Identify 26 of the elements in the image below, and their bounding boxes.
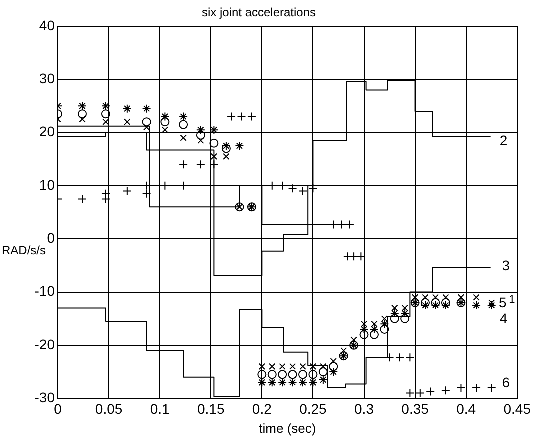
annotation: 3 xyxy=(502,257,510,274)
y-tick-label: -30 xyxy=(34,389,56,406)
x-axis-title: time (sec) xyxy=(259,420,316,436)
y-axis-title: RAD/s/s xyxy=(2,243,46,258)
y-tick-label: 0 xyxy=(47,230,56,246)
x-tick-label: 0.45 xyxy=(504,400,532,417)
x-tick-label: 0.1 xyxy=(150,400,170,417)
annotation: 1 xyxy=(509,294,516,306)
y-tick-label: 30 xyxy=(39,70,56,86)
x-tick-label: 0.2 xyxy=(252,400,272,417)
y-tick-label: 20 xyxy=(39,124,56,140)
x-tick-label: 0.25 xyxy=(300,400,328,417)
annotation: 2 xyxy=(500,132,508,149)
chart-title: six joint accelerations xyxy=(202,6,316,20)
y-tick-label: -20 xyxy=(34,336,56,352)
annotation: 4 xyxy=(500,310,508,327)
x-tick-label: 0.3 xyxy=(354,400,374,417)
x-tick-label: 0.15 xyxy=(198,400,225,417)
x-tick-label: 0.4 xyxy=(456,400,476,417)
annotation: 6 xyxy=(502,374,510,391)
y-tick-label: 10 xyxy=(39,176,56,193)
x-tick-label: 0.05 xyxy=(95,400,123,417)
annotation: 5 xyxy=(499,294,507,311)
x-tick-label: 0.35 xyxy=(402,400,430,417)
y-tick-label: 40 xyxy=(39,17,56,34)
y-tick-label: -10 xyxy=(34,283,56,300)
